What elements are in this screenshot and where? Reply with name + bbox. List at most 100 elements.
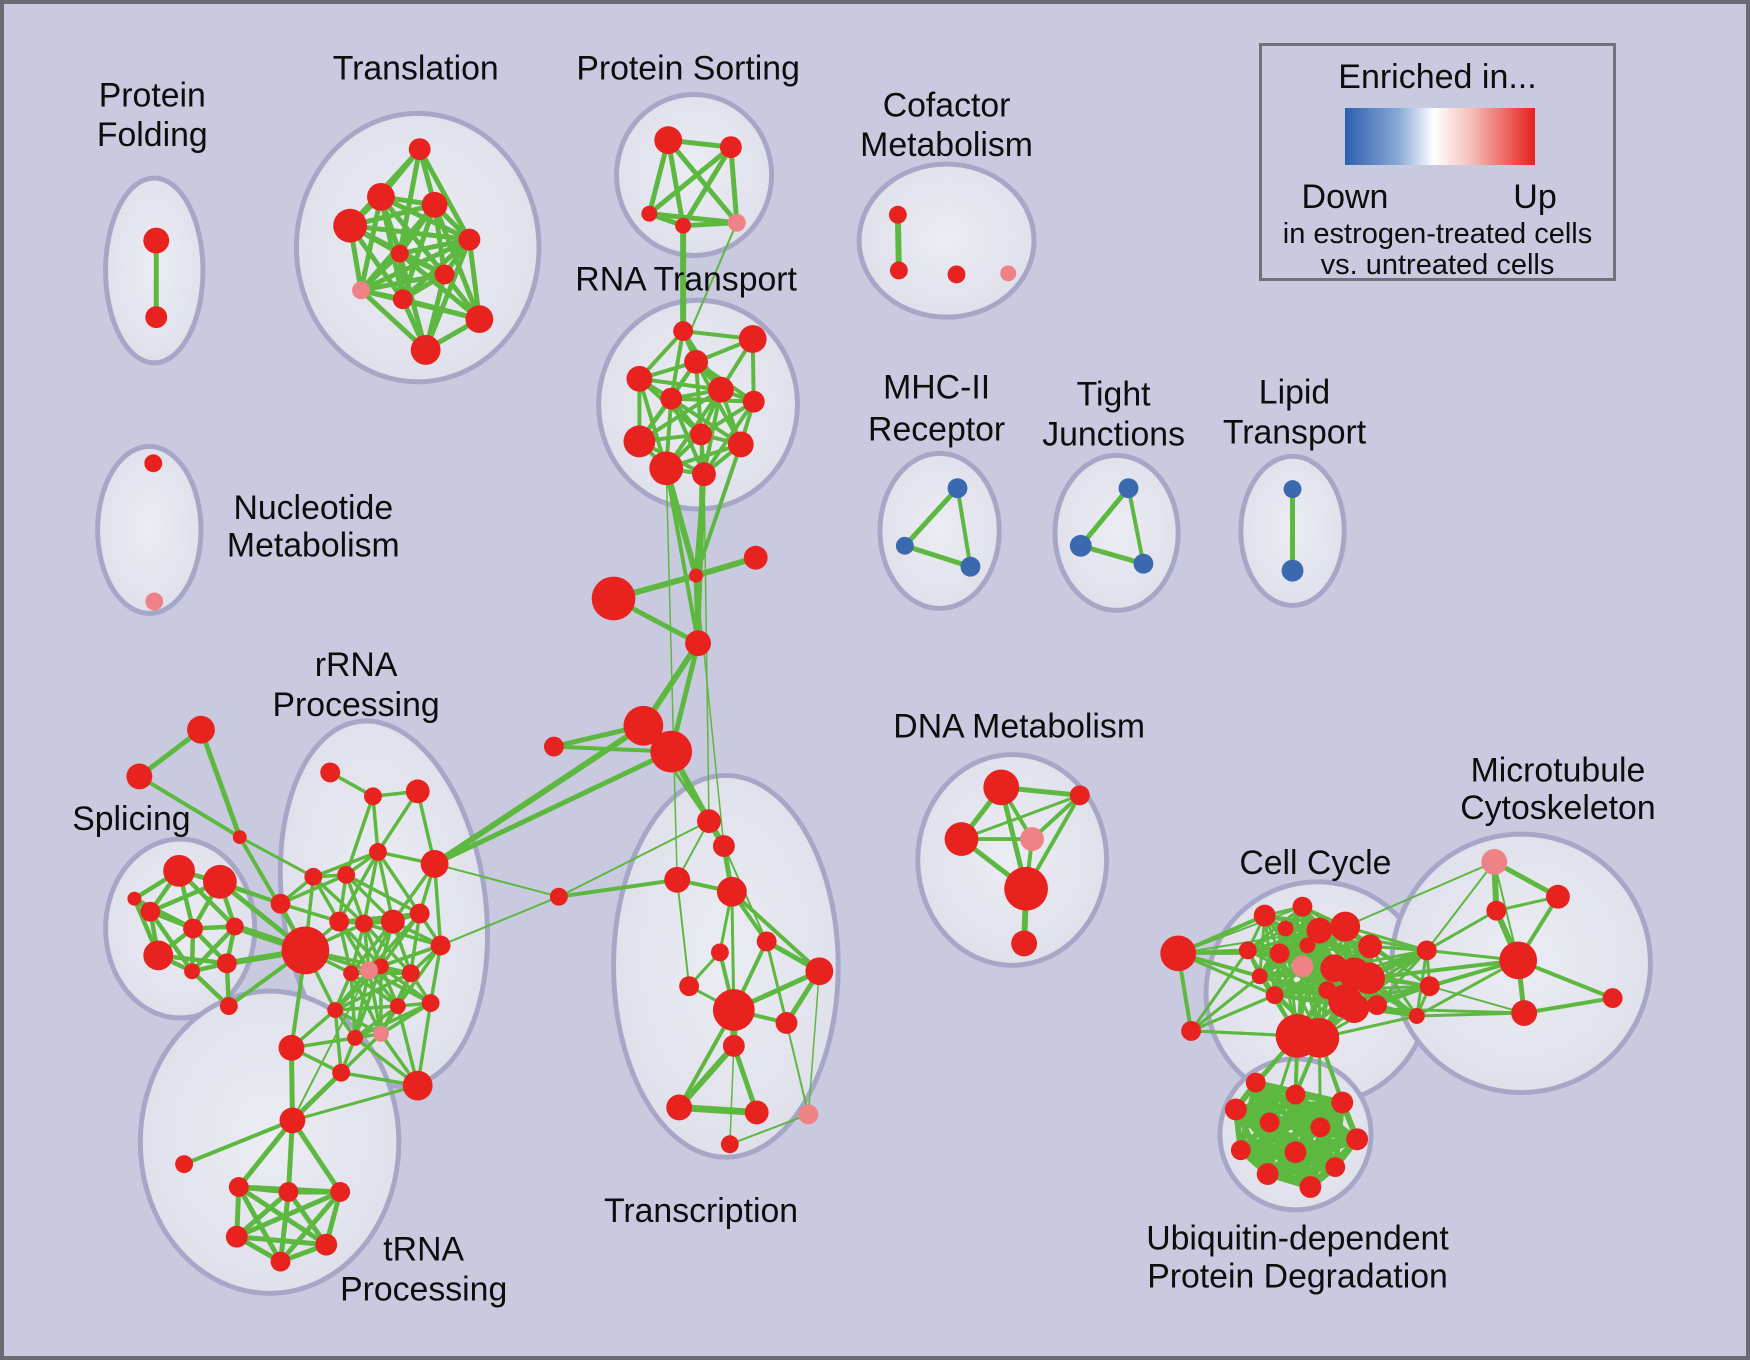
pink-gene-set-node — [727, 213, 746, 232]
mesh-edge-rrna-processing — [376, 850, 422, 916]
red-gene-set-node — [368, 843, 387, 861]
mesh-edge-trna-processing — [234, 1234, 329, 1248]
red-gene-set-node — [1330, 911, 1361, 942]
cluster-label-trna-processing: Processing — [340, 1270, 507, 1308]
red-gene-set-node — [1011, 930, 1038, 957]
link-edge — [807, 970, 821, 1116]
link-edge — [1189, 993, 1277, 1033]
red-gene-set-node — [1238, 941, 1257, 960]
red-gene-set-node — [775, 1012, 798, 1034]
red-gene-set-node — [1299, 1018, 1340, 1058]
red-gene-set-node — [1602, 988, 1623, 1009]
mesh-edge-translation — [358, 194, 384, 293]
red-gene-set-node — [327, 1002, 344, 1018]
mesh-edge-translation — [417, 146, 472, 243]
pink-gene-set-node — [1481, 849, 1508, 875]
red-gene-set-node — [1224, 1098, 1247, 1121]
red-gene-set-node — [392, 289, 413, 310]
red-gene-set-node — [278, 1034, 305, 1061]
red-gene-set-node — [225, 917, 244, 936]
link-edge — [290, 1084, 420, 1122]
red-gene-set-node — [742, 390, 765, 413]
red-gene-set-node — [1408, 1008, 1425, 1024]
red-gene-set-node — [983, 769, 1020, 806]
red-gene-set-node — [889, 261, 908, 280]
legend-box: Enriched in... Down Up in estrogen-treat… — [1259, 43, 1616, 281]
blue-gene-set-node — [947, 478, 968, 499]
red-gene-set-node — [1486, 900, 1507, 921]
pink-gene-set-node — [798, 1104, 819, 1125]
mesh-edge-rrna-processing — [376, 789, 420, 854]
red-gene-set-node — [408, 138, 431, 161]
mesh-edge-translation — [347, 223, 472, 243]
red-gene-set-node — [1292, 896, 1313, 917]
link-edge — [1367, 958, 1521, 981]
mesh-edge-rrna-processing — [409, 911, 422, 976]
red-gene-set-node — [1358, 934, 1382, 959]
red-gene-set-node — [279, 1107, 306, 1134]
link-edge — [1189, 974, 1262, 1033]
red-gene-set-node — [1416, 940, 1437, 961]
mesh-edge-cell-cycle — [1352, 948, 1429, 1010]
red-gene-set-node — [389, 998, 406, 1015]
red-gene-set-node — [660, 387, 683, 410]
red-gene-set-node — [1259, 1112, 1280, 1133]
mesh-edge-rrna-processing — [278, 901, 341, 924]
link-edge — [765, 939, 789, 1025]
red-gene-set-node — [623, 425, 656, 458]
red-gene-set-node — [187, 715, 215, 744]
cluster-ellipse-tight-junctions — [1052, 452, 1181, 613]
red-gene-set-node — [697, 809, 721, 834]
red-gene-set-node — [409, 903, 430, 924]
legend-note-line2: vs. untreated cells — [1320, 249, 1555, 281]
link-edge — [729, 1045, 735, 1145]
red-gene-set-node — [626, 365, 653, 392]
red-gene-set-node — [329, 911, 350, 932]
pink-gene-set-node — [145, 592, 164, 611]
cluster-label-ubiquitin-degradation: Ubiquitin-dependent — [1146, 1220, 1449, 1258]
red-gene-set-node — [756, 931, 777, 952]
link-edge — [1522, 996, 1615, 1016]
link-edge — [432, 749, 674, 867]
red-gene-set-node — [163, 854, 196, 887]
blue-gene-set-node — [1281, 559, 1304, 582]
link-edge — [1425, 909, 1498, 952]
red-gene-set-node — [684, 349, 708, 374]
red-gene-set-node — [1004, 866, 1048, 911]
red-gene-set-node — [720, 1135, 739, 1154]
pink-gene-set-node — [360, 961, 378, 980]
red-gene-set-node — [666, 1094, 693, 1121]
red-gene-set-node — [1251, 968, 1268, 985]
red-gene-set-node — [143, 940, 174, 971]
link-edge — [688, 221, 738, 336]
mesh-edge-trna-processing — [236, 1117, 295, 1190]
cluster-label-lipid-transport: Lipid — [1259, 374, 1330, 412]
link-edge — [1425, 860, 1496, 952]
cluster-label-rrna-processing: Processing — [272, 686, 439, 724]
mesh-edge-splicing — [132, 896, 196, 931]
blue-gene-set-node — [1069, 534, 1092, 557]
red-gene-set-node — [716, 876, 747, 907]
mesh-edge-cell-cycle — [1375, 948, 1429, 1007]
red-gene-set-node — [649, 451, 684, 486]
cluster-label-cofactor-metabolism: Metabolism — [860, 126, 1033, 164]
red-gene-set-node — [410, 335, 441, 365]
red-gene-set-node — [143, 227, 170, 254]
cluster-label-cofactor-metabolism: Cofactor — [883, 86, 1011, 124]
mesh-edge-rrna-processing — [339, 1032, 383, 1075]
red-gene-set-node — [675, 217, 692, 234]
link-edge — [1126, 486, 1146, 566]
red-gene-set-node — [888, 205, 907, 224]
mesh-edge-translation — [397, 237, 472, 257]
cluster-ellipse-mhc-ii-receptor — [877, 450, 1002, 611]
red-gene-set-node — [337, 865, 356, 884]
mesh-edge-splicing — [148, 909, 195, 974]
red-gene-set-node — [549, 887, 568, 906]
red-gene-set-node — [692, 462, 716, 487]
cluster-label-ubiquitin-degradation: Protein Degradation — [1147, 1257, 1448, 1295]
red-gene-set-node — [673, 321, 694, 342]
link-edge — [902, 543, 973, 570]
red-gene-set-node — [712, 835, 735, 857]
